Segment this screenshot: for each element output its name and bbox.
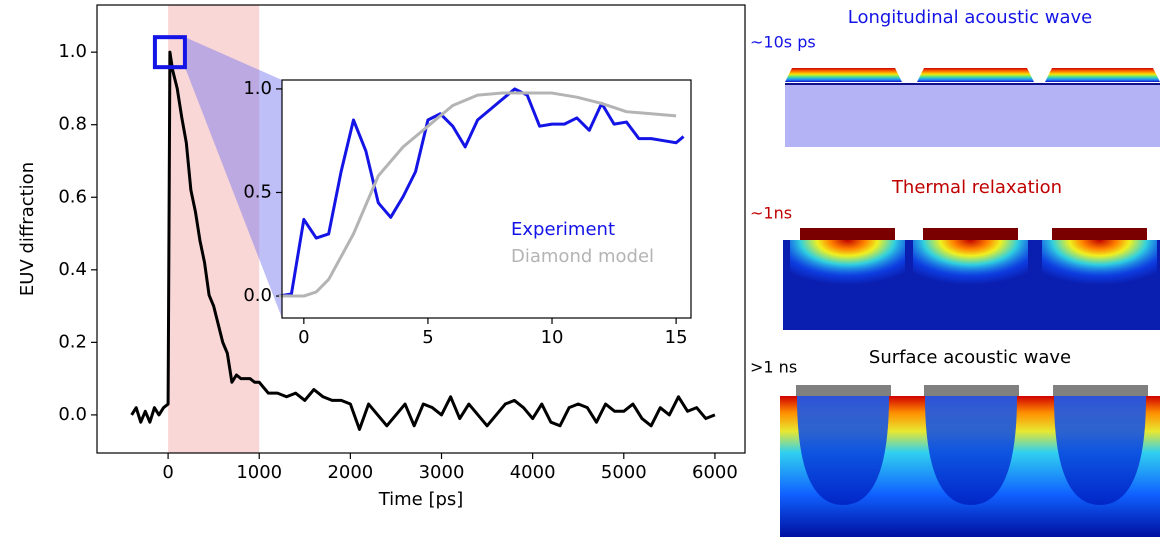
heat [1042,240,1157,300]
x-tick-label: 5 [422,327,433,348]
series-line [279,91,677,298]
panel-longitudinal: Longitudinal acoustic wave ~10s ps [750,7,1160,147]
pad [800,228,895,240]
y-tick-label: 0.5 [243,181,272,202]
pad [924,385,1019,396]
pad [1045,68,1160,82]
x-tick-label: 1000 [236,462,282,483]
panel-title: Surface acoustic wave [869,347,1071,368]
series-line [278,87,685,298]
legend-entry: Experiment [511,219,615,240]
x-tick-label: 0 [162,462,173,483]
panel-time: ~1ns [750,204,792,223]
x-tick-label: 5000 [601,462,647,483]
pad [785,68,902,82]
heat [913,240,1028,300]
y-axis-label: EUV diffraction [17,162,38,296]
panel-time: ~10s ps [750,33,816,52]
charts: 0 1000 2000 3000 4000 5000 6000 0.0 0.2 0.4 0.6 0.8… [17,4,746,510]
x-tick-label: 3000 [419,462,465,483]
plot-area [282,80,691,318]
x-axis-label: Time [ps] [378,489,464,510]
pad [796,385,891,396]
substrate [785,84,1160,147]
panel-title: Thermal relaxation [891,177,1062,198]
well [797,396,889,505]
y-tick-label: 1.0 [243,78,272,99]
well [1054,396,1146,505]
y-tick-label: 0.0 [243,285,272,306]
frame [281,79,692,319]
pad [917,68,1034,82]
x-tick-label: 10 [541,327,564,348]
panel-saw: Surface acoustic wave >1 ns [750,347,1160,537]
panel-time: >1 ns [750,358,797,377]
pad [923,228,1018,240]
y-tick-label: 0.4 [58,259,87,280]
frame [96,4,746,454]
y-tick-label: 0.8 [58,114,87,135]
y-tick-label: 0.6 [58,186,87,207]
pad [1052,228,1147,240]
pad [1053,385,1148,396]
x-tick-label: 4000 [510,462,556,483]
zoom-box [152,35,187,70]
y-tick-label: 0.2 [58,331,87,352]
x-tick-label: 15 [665,327,688,348]
panel-thermal: Thermal relaxation ~1ns [750,177,1160,330]
legend-entry: Diamond model [511,246,654,267]
well [925,396,1017,505]
y-tick-label: 1.0 [58,41,87,62]
x-tick-label: 0 [298,327,309,348]
series-line [130,50,716,431]
x-tick-label: 6000 [692,462,738,483]
heat [790,240,905,300]
x-tick-label: 2000 [327,462,373,483]
zoom-connector [184,37,282,318]
panel-title: Longitudinal acoustic wave [848,7,1093,28]
y-tick-label: 0.0 [58,404,87,425]
